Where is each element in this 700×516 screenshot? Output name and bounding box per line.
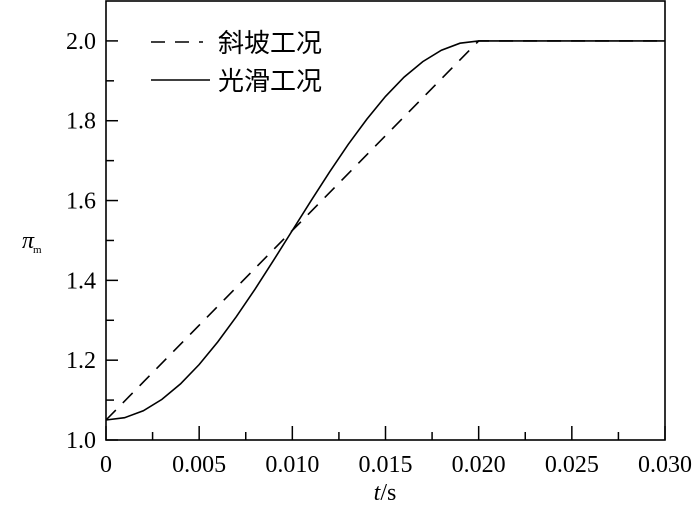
x-tick-label: 0.025 xyxy=(545,452,599,478)
x-tick-label: 0.020 xyxy=(452,452,506,478)
series-lines xyxy=(105,40,665,421)
y-tick-label: 1.4 xyxy=(66,268,96,294)
x-tick-label: 0.015 xyxy=(359,452,413,478)
y-tick-label: 1.2 xyxy=(66,348,96,374)
x-axis-label: t/s xyxy=(374,480,397,506)
y-axis-label: π xyxy=(22,228,35,254)
legend-label-1: 光滑工况 xyxy=(218,67,322,96)
axis-ticks: 0 0.005 0.010 0.015 0.020 0.025 0.030 1.0 1.2 1.4… xyxy=(66,29,692,478)
y-tick-label: 1.0 xyxy=(66,428,96,454)
series-line-1 xyxy=(105,40,665,421)
legend-label-0: 斜坡工况 xyxy=(218,29,322,58)
x-tick-label: 0.005 xyxy=(172,452,226,478)
plot-frame xyxy=(105,0,666,441)
x-tick-label: 0.010 xyxy=(265,452,319,478)
y-tick-label: 1.6 xyxy=(66,189,96,215)
x-tick-label: 0.030 xyxy=(638,452,692,478)
x-tick-label: 0 xyxy=(100,452,112,478)
series-line-0 xyxy=(105,40,665,421)
y-axis-label-subscript: m xyxy=(33,244,42,256)
legend: 斜坡工况 光滑工况 xyxy=(151,29,322,96)
y-tick-label: 1.8 xyxy=(66,109,96,135)
y-tick-label: 2.0 xyxy=(66,29,96,55)
